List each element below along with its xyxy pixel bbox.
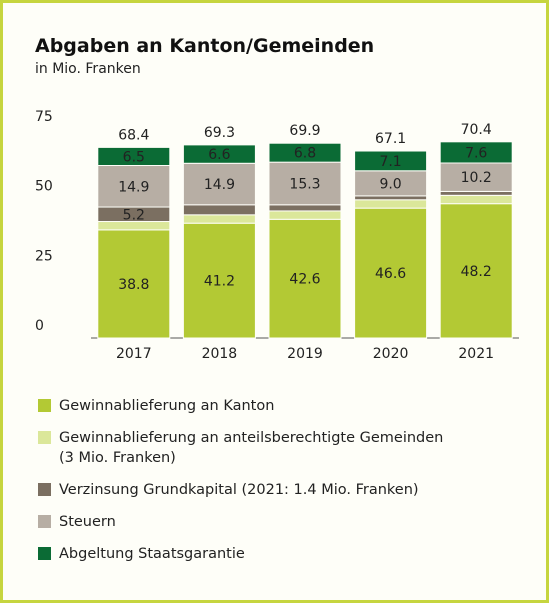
chart-subtitle: in Mio. Franken bbox=[35, 61, 141, 77]
x-tick-label: 2018 bbox=[202, 346, 238, 362]
legend-swatch bbox=[38, 431, 51, 444]
x-tick-label: 2020 bbox=[373, 346, 409, 362]
legend-swatch bbox=[38, 399, 51, 412]
y-tick-label: 50 bbox=[35, 179, 53, 195]
legend-label: Steuern bbox=[59, 514, 116, 530]
value-label: 9.0 bbox=[379, 176, 401, 192]
bar-segment bbox=[182, 222, 256, 339]
chart-title: Abgaben an Kanton/Gemeinden bbox=[35, 35, 374, 57]
bar-segment bbox=[354, 195, 428, 201]
value-label: 46.6 bbox=[375, 266, 406, 282]
x-tick-label: 2019 bbox=[287, 346, 323, 362]
y-tick-label: 25 bbox=[35, 248, 53, 264]
bar-segment bbox=[97, 229, 171, 339]
value-label: 5.2 bbox=[123, 207, 145, 223]
bar-segment bbox=[439, 194, 513, 205]
bar-segment bbox=[182, 204, 256, 216]
total-label: 67.1 bbox=[375, 131, 406, 147]
value-label: 6.6 bbox=[208, 147, 230, 163]
bar-segment bbox=[268, 210, 342, 220]
bar-segment bbox=[439, 141, 513, 164]
value-label: 41.2 bbox=[204, 274, 235, 290]
bar-segment bbox=[354, 199, 428, 209]
value-label: 48.2 bbox=[461, 264, 492, 280]
legend-item: Gewinnablieferung an Kanton bbox=[38, 396, 498, 416]
bar-segment bbox=[354, 170, 428, 197]
legend-label: Gewinnablieferung an anteilsberechtigte … bbox=[59, 430, 444, 466]
legend-swatch bbox=[38, 483, 51, 496]
value-label: 14.9 bbox=[118, 179, 149, 195]
bar-segment bbox=[182, 162, 256, 206]
y-tick-label: 0 bbox=[35, 318, 44, 334]
bar-segment bbox=[182, 214, 256, 224]
bar-segment bbox=[439, 190, 513, 196]
legend-swatch bbox=[38, 547, 51, 560]
total-label: 69.3 bbox=[204, 125, 235, 141]
x-tick-label: 2017 bbox=[116, 346, 152, 362]
bar-segment bbox=[268, 161, 342, 206]
y-tick-label: 75 bbox=[35, 109, 53, 125]
total-label: 69.9 bbox=[289, 123, 320, 139]
bar-segment bbox=[268, 204, 342, 212]
bar-segment bbox=[182, 144, 256, 164]
bar-segment bbox=[268, 142, 342, 163]
bar-segment bbox=[97, 165, 171, 208]
value-label: 15.3 bbox=[289, 176, 320, 192]
bar-segment bbox=[354, 207, 428, 339]
bar-segment bbox=[97, 146, 171, 167]
value-label: 38.8 bbox=[118, 277, 149, 293]
legend-label: Abgeltung Staatsgarantie bbox=[59, 546, 245, 562]
value-label: 42.6 bbox=[289, 272, 320, 288]
value-label: 7.1 bbox=[379, 154, 401, 170]
value-label: 10.2 bbox=[461, 170, 492, 186]
total-label: 70.4 bbox=[461, 122, 492, 138]
legend: Gewinnablieferung an Kanton Gewinnabliefe… bbox=[38, 396, 498, 576]
legend-item: Abgeltung Staatsgarantie bbox=[38, 544, 498, 564]
legend-label: Verzinsung Grundkapital (2021: 1.4 Mio. … bbox=[59, 482, 419, 498]
bar-segment bbox=[268, 218, 342, 339]
value-label: 14.9 bbox=[204, 177, 235, 193]
legend-item: Gewinnablieferung an anteilsberechtigte … bbox=[38, 428, 498, 468]
chart: Abgaben an Kanton/Gemeinden in Mio. Fran… bbox=[35, 35, 519, 362]
value-label: 6.8 bbox=[294, 146, 316, 162]
legend-label: Gewinnablieferung an Kanton bbox=[59, 398, 275, 414]
value-label: 6.5 bbox=[123, 149, 145, 165]
total-label: 68.4 bbox=[118, 127, 149, 143]
bar-segment bbox=[439, 203, 513, 339]
legend-swatch bbox=[38, 515, 51, 528]
x-tick-label: 2021 bbox=[458, 346, 494, 362]
legend-item: Steuern bbox=[38, 512, 498, 532]
legend-item: Verzinsung Grundkapital (2021: 1.4 Mio. … bbox=[38, 480, 498, 500]
value-label: 7.6 bbox=[465, 145, 487, 161]
bar-segment bbox=[354, 150, 428, 172]
